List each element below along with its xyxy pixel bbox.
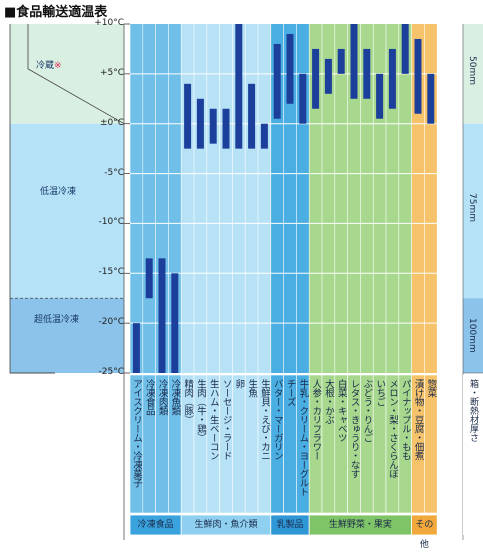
column-bg-14 [309,24,322,373]
thickness-band-1 [463,123,483,299]
range-bar-11 [273,43,281,119]
column-bg-5 [194,24,207,373]
range-bar-18 [363,48,371,99]
ytick-label-6: -20°C [98,317,124,328]
item-label-6: 生ハム・生ベーコン [207,379,219,460]
item-label-5: 生肉（牛・鶏） [195,379,206,442]
item-label-2: 冷凍肉類 [156,379,168,415]
column-bg-17 [347,24,361,373]
column-bg-0 [130,24,143,373]
item-label-3: 冷凍魚類 [169,379,181,415]
zone-mark: ※ [54,61,62,71]
range-bar-4 [184,83,192,149]
group-label-4: その他 [415,520,434,550]
chart-title: ■食品輸送適温表 [4,5,108,20]
group-label-1: 生鮮肉・魚介類 [194,520,258,530]
column-bg-4 [181,24,194,373]
item-label-10: 生鮮貝・えび・カニ [259,379,270,460]
ytick-label-4: -10°C [98,217,124,228]
range-bar-2 [158,258,166,373]
group-label-0: 冷凍食品 [137,520,174,530]
zone-label-1: 低温冷凍 [40,187,77,197]
item-label-16: 白菜・キャベツ [335,379,347,442]
range-bar-23 [427,73,435,124]
item-label-15: 大根・かぶ [323,379,334,424]
item-label-8: 卵 [233,379,245,388]
ytick-label-0: +10°C [94,18,124,28]
range-bar-15 [324,58,332,94]
item-label-17: レタス・きゅうり・なす [348,379,360,478]
item-label-18: ぶどう・りんご [361,379,373,442]
column-bg-20 [386,24,399,373]
item-label-1: 冷凍食品 [143,379,155,415]
item-label-19: いちご [374,379,386,406]
range-bar-14 [312,48,320,109]
item-label-21: パイナップル・もも [399,379,411,460]
column-bg-10 [258,24,271,373]
range-bar-20 [388,48,396,109]
range-bar-13 [299,73,307,124]
zone-divider-chilled [27,24,125,125]
group-label-3: 生鮮野菜・果実 [328,520,392,530]
group-label-bg-4 [411,514,438,536]
range-bar-8 [235,24,243,149]
column-bg-9 [245,24,258,373]
range-bar-16 [337,48,345,74]
zone-label-0: 冷蔵※ [36,61,62,71]
range-bar-19 [376,73,384,119]
range-bar-6 [209,108,217,144]
zone-band-1 [10,123,124,299]
range-bar-1 [145,258,153,299]
range-bar-21 [401,24,409,74]
item-label-11: バター・マーガリン [271,379,283,460]
zone-band-2 [10,298,124,373]
thickness-band-2 [463,298,483,373]
ytick-label-7: -25°C [98,367,124,377]
thickness-label-0: 50mm [467,55,477,85]
item-label-13: 牛乳・クリーム・ヨーグルト [297,379,309,496]
item-label-12: チーズ [284,379,296,406]
ytick-label-3: -5°C [104,167,124,178]
range-bar-12 [286,33,294,104]
item-label-7: ソーセージ・ラード [220,379,232,460]
ytick-label-5: -15°C [98,267,124,278]
item-label-bg-8 [232,374,246,514]
thickness-header-bg [463,375,483,535]
column-bg-16 [334,24,348,373]
range-bar-7 [222,108,230,149]
range-bar-0 [132,323,140,373]
thickness-band-0 [463,24,483,124]
item-label-4: 精肉（豚） [182,379,194,424]
item-label-23: 惣菜 [425,379,437,397]
item-label-bg-23 [424,374,438,514]
range-bar-10 [260,123,268,149]
item-label-20: メロン・梨・さくらんぼ [387,379,398,478]
column-bg-6 [206,24,220,373]
item-label-14: 人参・カリフラワー [310,379,322,460]
column-bg-21 [398,24,412,373]
range-bar-5 [196,98,204,149]
thickness-label-1: 75mm [467,192,477,222]
thickness-header: 箱・断熱材厚さ [468,379,478,442]
range-bar-9 [248,83,256,149]
item-label-22: 漬け物・豆腐・佃煮 [412,379,424,460]
column-bg-18 [360,24,374,373]
range-bar-17 [350,24,358,99]
range-bar-22 [414,38,422,114]
zone-label-2: 超低温冷凍 [34,315,80,325]
column-bg-12 [283,24,297,373]
column-bg-15 [322,24,335,373]
ytick-label-2: ±0°C [99,117,124,128]
column-bg-7 [219,24,233,373]
column-bg-1 [142,24,156,373]
chart-canvas [9,23,483,540]
thickness-label-2: 100mm [467,317,477,353]
range-bar-3 [171,273,179,373]
group-label-2: 乳製品 [276,520,304,530]
item-label-9: 生魚 [246,379,258,397]
ytick-label-1: +5°C [99,67,124,78]
item-label-0: アイスクリーム・冷凍菓子 [131,379,142,487]
zone-band-0 [10,24,124,124]
